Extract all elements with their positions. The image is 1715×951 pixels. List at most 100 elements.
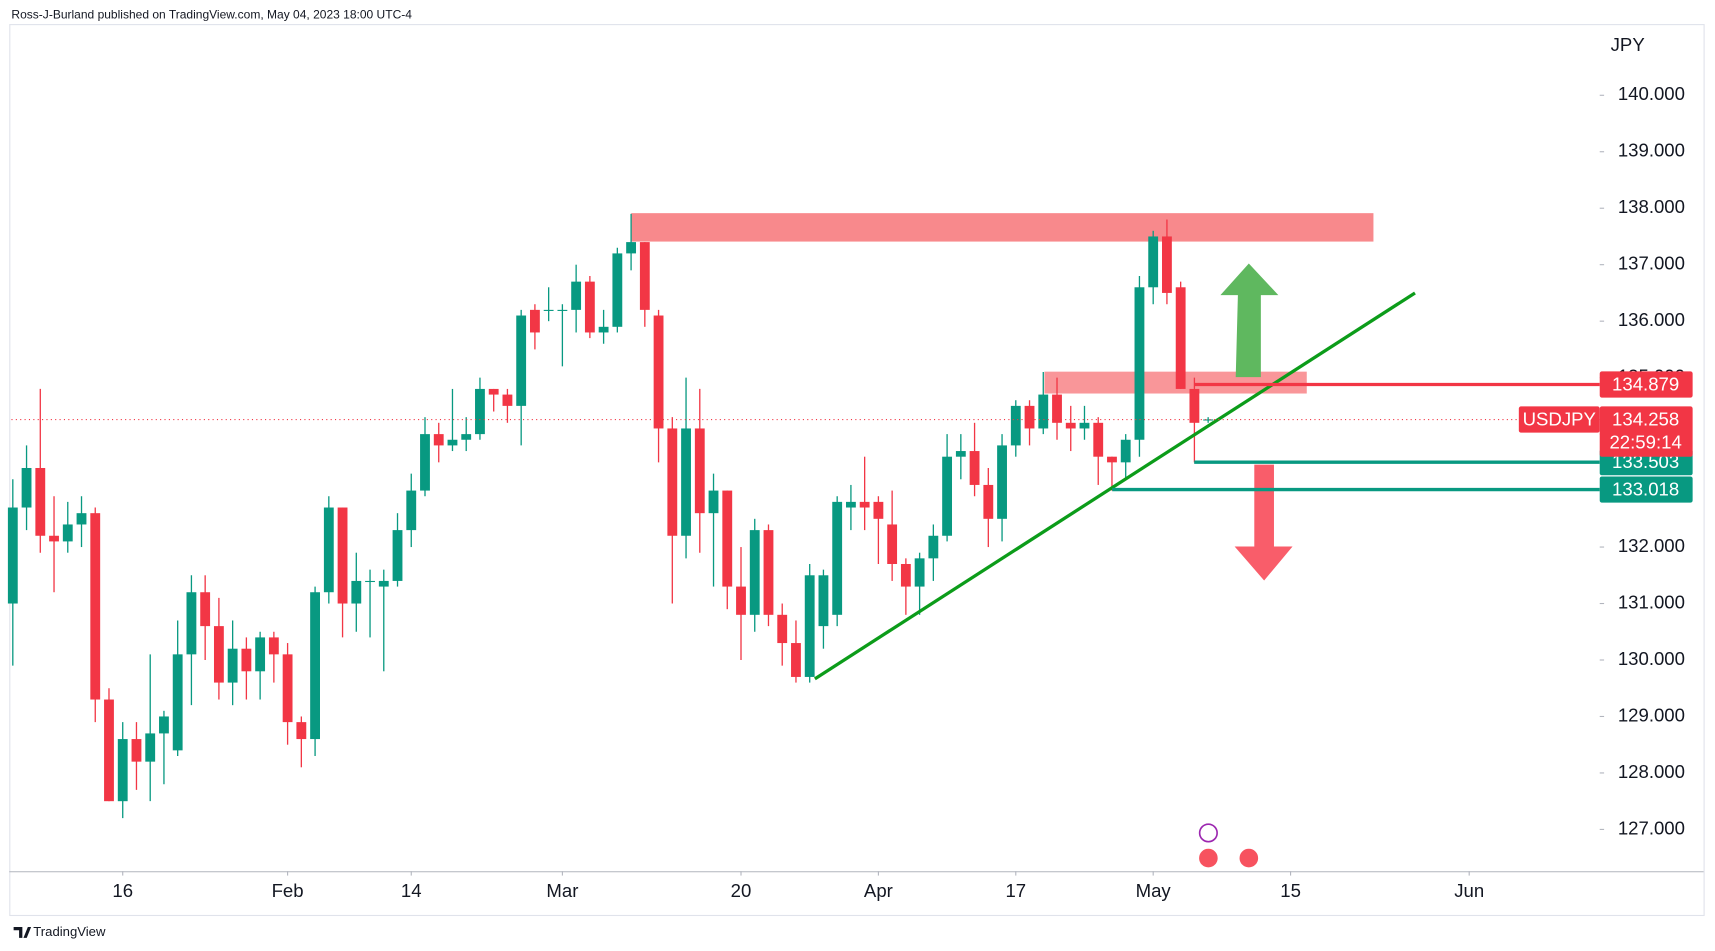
y-tick-label: 130.000	[1618, 648, 1685, 669]
countdown-label: 22:59:14	[1609, 431, 1681, 452]
resistance-zone	[631, 213, 1374, 242]
candle-body	[626, 242, 637, 254]
candle-body	[529, 309, 540, 333]
candle-body	[323, 507, 334, 593]
last-price-box	[1599, 406, 1693, 457]
candle-body	[1148, 236, 1159, 288]
x-tick-label: Mar	[546, 880, 578, 901]
candle-body	[145, 733, 156, 762]
y-tick-label: 128.000	[1618, 761, 1685, 782]
candle-body	[62, 524, 73, 542]
candle-body	[777, 614, 788, 644]
candle-body	[49, 535, 59, 542]
candle-body	[516, 315, 527, 406]
candle-body	[653, 315, 664, 429]
candle-body	[1079, 422, 1090, 429]
candle-body	[818, 575, 829, 627]
event-icon[interactable]	[1198, 847, 1219, 869]
price-label: 133.018	[1612, 479, 1679, 500]
candle-body	[887, 524, 898, 564]
x-tick-label: 17	[1005, 880, 1026, 901]
candle-body	[804, 575, 815, 677]
candle-body	[90, 513, 101, 700]
candle-body	[447, 439, 458, 446]
candle-body	[392, 530, 403, 581]
candle-body	[7, 507, 18, 604]
candle-body	[433, 434, 444, 446]
x-tick-label: Jun	[1454, 880, 1484, 901]
candle-body	[296, 722, 307, 740]
candle-body	[186, 592, 197, 655]
x-tick-label: Feb	[272, 880, 304, 901]
event-icon[interactable]	[1198, 823, 1218, 843]
candle-body	[667, 428, 678, 536]
event-icon[interactable]	[1238, 847, 1260, 869]
candle-body	[736, 586, 746, 615]
publisher-note: Ross-J-Burland published on TradingView.…	[11, 7, 412, 21]
candle-body	[1134, 287, 1145, 440]
candle-body	[1038, 394, 1049, 429]
y-tick-label: 131.000	[1618, 591, 1685, 612]
candle-body	[488, 388, 499, 395]
x-tick-label: May	[1136, 880, 1172, 901]
candle-body	[117, 739, 128, 802]
candle-body	[791, 643, 801, 677]
symbol-label: USDJPY	[1523, 409, 1596, 430]
overlay	[11, 263, 1600, 869]
candle-body	[1189, 388, 1200, 423]
candle-body	[681, 428, 691, 536]
symbol-box	[1518, 406, 1600, 433]
candle-body	[1052, 394, 1062, 423]
candle-body	[502, 394, 513, 406]
y-tick-label: 140.000	[1618, 83, 1685, 104]
drawings	[631, 213, 1374, 394]
y-tick-label: 137.000	[1618, 253, 1685, 274]
candle-body	[571, 281, 582, 310]
axes: 127.000 128.000 129.000 130.000 131.000 132.0…	[112, 83, 1693, 901]
candle-body	[365, 580, 375, 583]
candle-body	[378, 580, 389, 587]
candle-body	[268, 637, 279, 655]
candle-body	[997, 445, 1007, 519]
candle-body	[159, 716, 169, 734]
candle-body	[351, 580, 362, 604]
candle-body	[131, 739, 142, 762]
y-tick-label: 127.000	[1618, 817, 1685, 838]
price-label: 134.879	[1612, 373, 1679, 394]
candle-body	[172, 654, 183, 751]
price-label-box	[1599, 371, 1693, 398]
candle-body	[241, 648, 252, 672]
candle-body	[639, 242, 650, 310]
candle-body	[337, 507, 348, 604]
candle-body	[763, 530, 774, 615]
candle-body	[1093, 422, 1104, 457]
candle-body	[914, 558, 925, 587]
chart-frame	[9, 24, 1705, 917]
candle-body	[104, 699, 114, 802]
candle-body	[928, 535, 939, 559]
candle-body	[845, 501, 856, 508]
candle-body	[900, 563, 911, 587]
candle-body	[832, 501, 843, 615]
candle-body	[255, 637, 266, 672]
candle-body	[1120, 439, 1131, 463]
y-tick-label: 138.000	[1618, 196, 1685, 217]
x-tick-label: 20	[731, 880, 752, 901]
candle-body	[749, 530, 760, 615]
candle-body	[213, 626, 224, 683]
candle-body	[708, 490, 719, 514]
candle-body	[310, 592, 320, 740]
x-tick-label: 14	[401, 880, 422, 901]
y-tick-label: 129.000	[1618, 704, 1685, 725]
candle-body	[969, 451, 980, 485]
candle-body	[35, 467, 46, 536]
candle-body	[475, 388, 485, 435]
candle-body	[598, 326, 609, 333]
candle-body	[420, 434, 430, 491]
trend-line	[813, 291, 1416, 681]
x-tick-label: Apr	[864, 880, 893, 901]
price-label-box	[1599, 476, 1693, 503]
x-tick-label: 15	[1280, 880, 1301, 901]
